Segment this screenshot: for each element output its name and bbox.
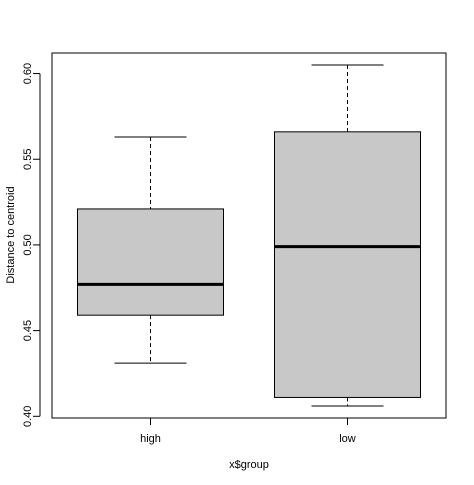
y-axis: 0.40 0.45 0.50 0.55 0.60 (22, 63, 41, 427)
y-tick-label: 0.55 (22, 149, 34, 170)
box-high (77, 208, 224, 316)
box-group (77, 64, 421, 407)
y-tick-label: 0.60 (22, 63, 34, 84)
x-tick-label: low (339, 433, 356, 445)
y-tick-label: 0.45 (22, 320, 34, 341)
y-tick-label: 0.50 (22, 234, 34, 255)
x-axis-label: x$group (229, 459, 269, 471)
y-tick-label: 0.40 (22, 406, 34, 427)
box-low (274, 131, 421, 398)
y-axis-label: Distance to centroid (5, 186, 17, 283)
x-axis: high low (140, 417, 356, 445)
x-tick-label: high (140, 433, 161, 445)
